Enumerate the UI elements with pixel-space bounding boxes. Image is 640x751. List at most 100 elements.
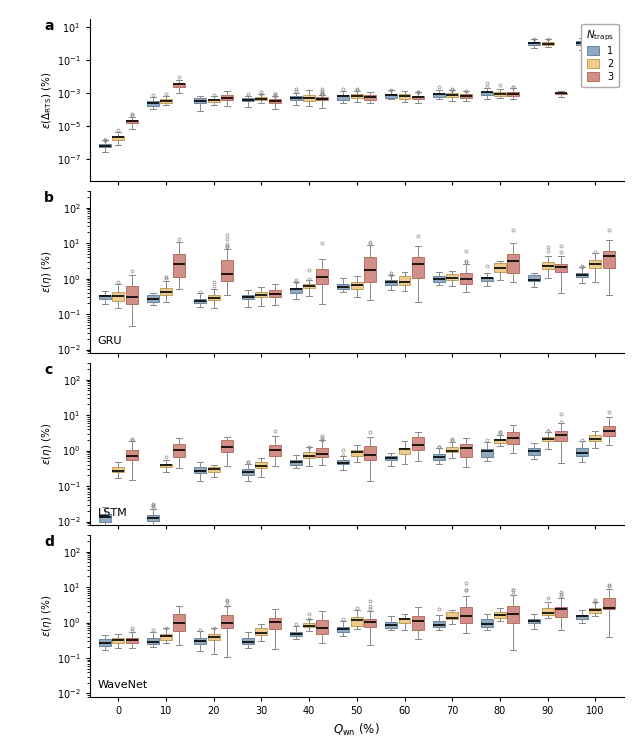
PathPatch shape [303,452,315,458]
PathPatch shape [508,254,519,273]
PathPatch shape [317,98,328,100]
PathPatch shape [195,98,206,104]
PathPatch shape [255,462,268,468]
PathPatch shape [351,282,363,288]
PathPatch shape [412,616,424,630]
PathPatch shape [160,634,172,640]
PathPatch shape [290,288,301,293]
PathPatch shape [541,42,554,45]
PathPatch shape [255,292,268,297]
PathPatch shape [125,286,138,304]
Y-axis label: $\epsilon(\eta)$ (%): $\epsilon(\eta)$ (%) [40,251,54,293]
PathPatch shape [112,136,124,140]
PathPatch shape [576,273,588,277]
PathPatch shape [460,273,472,284]
Text: d: d [44,535,54,549]
PathPatch shape [208,99,220,102]
PathPatch shape [481,92,493,95]
PathPatch shape [160,99,172,103]
PathPatch shape [481,619,493,626]
PathPatch shape [541,437,554,442]
PathPatch shape [399,448,410,454]
PathPatch shape [351,451,363,457]
PathPatch shape [99,514,111,522]
PathPatch shape [317,620,328,634]
Legend: 1, 2, 3: 1, 2, 3 [581,23,619,86]
PathPatch shape [242,469,254,475]
PathPatch shape [221,95,233,100]
PathPatch shape [125,450,138,460]
PathPatch shape [494,611,506,618]
PathPatch shape [208,634,220,640]
PathPatch shape [351,617,363,626]
PathPatch shape [147,638,159,644]
PathPatch shape [576,448,588,456]
PathPatch shape [460,607,472,623]
PathPatch shape [385,622,397,628]
PathPatch shape [385,280,397,285]
PathPatch shape [589,42,602,44]
PathPatch shape [589,608,602,614]
PathPatch shape [173,445,185,457]
PathPatch shape [147,514,159,521]
PathPatch shape [589,261,602,267]
PathPatch shape [433,276,445,282]
PathPatch shape [337,626,349,632]
PathPatch shape [351,94,363,98]
PathPatch shape [603,598,614,610]
PathPatch shape [412,258,424,278]
PathPatch shape [508,433,519,444]
PathPatch shape [269,99,281,104]
PathPatch shape [385,94,397,98]
PathPatch shape [269,618,281,629]
PathPatch shape [529,275,540,281]
PathPatch shape [317,270,328,285]
PathPatch shape [303,623,315,628]
PathPatch shape [208,294,220,300]
X-axis label: $Q_{\mathrm{wn}}$ (%): $Q_{\mathrm{wn}}$ (%) [333,722,380,737]
PathPatch shape [399,618,410,623]
PathPatch shape [460,444,472,457]
PathPatch shape [481,277,493,281]
PathPatch shape [412,436,424,450]
Y-axis label: $\epsilon(\eta)$ (%): $\epsilon(\eta)$ (%) [40,595,54,637]
PathPatch shape [399,276,410,285]
PathPatch shape [290,96,301,100]
PathPatch shape [603,426,614,436]
PathPatch shape [385,457,397,460]
PathPatch shape [125,638,138,644]
PathPatch shape [255,97,268,100]
Text: c: c [44,363,52,377]
PathPatch shape [364,95,376,100]
PathPatch shape [255,629,268,635]
PathPatch shape [290,632,301,636]
PathPatch shape [433,93,445,97]
PathPatch shape [364,257,376,282]
PathPatch shape [99,143,111,147]
Text: GRU: GRU [98,336,122,346]
PathPatch shape [541,608,554,616]
PathPatch shape [337,460,349,464]
PathPatch shape [99,639,111,646]
PathPatch shape [589,436,602,441]
PathPatch shape [160,464,172,467]
PathPatch shape [160,288,172,295]
PathPatch shape [433,454,445,460]
PathPatch shape [269,445,281,456]
PathPatch shape [412,95,424,99]
PathPatch shape [195,467,206,473]
PathPatch shape [242,98,254,101]
PathPatch shape [399,94,410,99]
Y-axis label: $\epsilon(\Delta_{\mathrm{RTS}})$ (%): $\epsilon(\Delta_{\mathrm{RTS}})$ (%) [40,71,54,128]
PathPatch shape [446,274,458,280]
PathPatch shape [529,448,540,454]
PathPatch shape [508,92,519,96]
PathPatch shape [242,638,254,644]
PathPatch shape [481,449,493,457]
PathPatch shape [576,614,588,619]
PathPatch shape [555,607,567,617]
PathPatch shape [529,42,540,45]
PathPatch shape [195,299,206,303]
PathPatch shape [112,292,124,301]
Y-axis label: $\epsilon(\eta)$ (%): $\epsilon(\eta)$ (%) [40,423,54,465]
